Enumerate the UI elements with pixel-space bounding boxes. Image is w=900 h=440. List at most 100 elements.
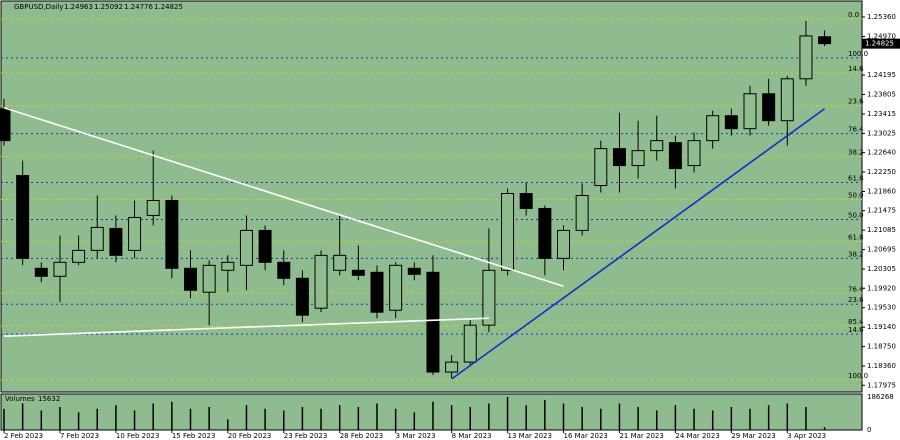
trend-line xyxy=(3,106,564,288)
candle-body xyxy=(72,249,86,263)
y-tick-label: 1.23025 xyxy=(867,129,896,137)
candle-body xyxy=(538,207,552,259)
candle-body xyxy=(706,115,720,142)
candle-body xyxy=(184,267,197,291)
y-tick-label: 1.20305 xyxy=(867,265,896,273)
candle-body xyxy=(202,264,216,293)
y-tick-label: 1.22250 xyxy=(867,168,896,176)
x-tick-label: 15 Feb 2023 xyxy=(172,432,216,440)
candle-body xyxy=(426,271,440,373)
candle-body xyxy=(314,254,328,309)
candle-body xyxy=(258,229,272,263)
candle-body xyxy=(818,36,832,45)
candle-body xyxy=(463,324,477,363)
candle-body xyxy=(575,195,589,231)
fib-label: 50.0 xyxy=(848,211,864,219)
x-tick-label: 2 Feb 2023 xyxy=(4,432,43,440)
fib-label: 100.0 xyxy=(848,50,868,58)
candle-body xyxy=(370,271,384,313)
candle-body xyxy=(668,142,682,170)
candle-body xyxy=(594,148,608,187)
candle-body xyxy=(34,267,48,277)
x-tick-label: 20 Feb 2023 xyxy=(228,432,272,440)
fib-label: 76.4 xyxy=(848,285,864,293)
trend-line xyxy=(3,317,489,337)
y-tick-label: 1.24195 xyxy=(867,71,896,79)
candle-body xyxy=(650,140,664,152)
candle-body xyxy=(165,199,179,269)
y-tick-label: 1.23805 xyxy=(867,91,896,99)
trend-line xyxy=(451,108,826,380)
candle-body xyxy=(519,193,533,209)
y-tick-label: 1.25360 xyxy=(867,13,896,21)
y-tick-label: 1.21085 xyxy=(867,226,896,234)
candle-body xyxy=(407,267,421,275)
labels-layer: 1.24963 1.25092 1.24776 1.248251.253601.249… xyxy=(3,3,900,440)
candle-body xyxy=(631,150,645,167)
fib-label: 38.2 xyxy=(848,250,864,258)
volume-last: 15632 xyxy=(38,395,60,403)
fib-label: 85.4 xyxy=(848,318,864,326)
x-tick-label: 3 Apr 2023 xyxy=(787,432,826,440)
y-tick-label: 1.19530 xyxy=(867,304,896,312)
candle-body xyxy=(277,261,291,279)
fib-label: 50.0 xyxy=(848,191,864,199)
fib-label: 14.6 xyxy=(848,326,864,334)
candle-body xyxy=(128,216,142,251)
fib-label: 23.6 xyxy=(848,98,864,106)
fib-label: 76.4 xyxy=(848,126,864,134)
title-value: 1.24963 xyxy=(64,3,93,11)
x-tick-label: 8 Mar 2023 xyxy=(452,432,492,440)
candle-body xyxy=(0,108,11,142)
y-tick-label: 1.18360 xyxy=(867,362,896,370)
candle-body xyxy=(239,229,253,266)
candle-body xyxy=(743,93,757,130)
y-tick-label: 1.21475 xyxy=(867,207,896,215)
y-tick-label: 1.23415 xyxy=(867,110,896,118)
candle-body xyxy=(221,261,235,271)
x-tick-label: 21 Mar 2023 xyxy=(619,432,663,440)
candle-body xyxy=(109,227,123,256)
y-tick-label: 1.20695 xyxy=(867,246,896,254)
candle-body xyxy=(389,264,403,311)
candle-body xyxy=(501,193,515,271)
candle-body xyxy=(780,78,794,122)
candle-body xyxy=(146,199,160,216)
candle-body xyxy=(762,93,776,122)
x-tick-label: 13 Mar 2023 xyxy=(508,432,552,440)
y-tick-label: 1.22640 xyxy=(867,149,896,157)
title-value: 1.24825 xyxy=(154,3,183,11)
y-tick-label: 1.18750 xyxy=(867,343,896,351)
candle-body xyxy=(445,361,459,373)
candle-body xyxy=(482,269,496,326)
x-tick-label: 7 Feb 2023 xyxy=(60,432,99,440)
y-tick-label: 1.19140 xyxy=(867,323,896,331)
x-tick-label: 16 Mar 2023 xyxy=(564,432,608,440)
marks-layer xyxy=(0,20,832,430)
volume-tick-label: 0 xyxy=(867,426,871,434)
candle-body xyxy=(16,175,30,259)
candle-body xyxy=(53,261,67,277)
fib-label: 38.2 xyxy=(848,149,864,157)
candle-body xyxy=(687,140,701,167)
title-value: 1.24776 xyxy=(124,3,153,11)
chart-title: GBPUSD,Daily xyxy=(14,3,63,11)
y-tick-label: 1.19920 xyxy=(867,284,896,292)
fib-label: 61.8 xyxy=(848,175,864,183)
candle-body xyxy=(557,229,570,259)
x-tick-label: 28 Feb 2023 xyxy=(340,432,384,440)
candle-body xyxy=(90,226,104,251)
volume-panel xyxy=(0,393,863,431)
candle-body xyxy=(351,269,365,276)
volume-tick-label: 186268 xyxy=(867,393,894,401)
x-tick-label: 3 Mar 2023 xyxy=(396,432,436,440)
price-tag-label: 1.24825 xyxy=(865,40,894,48)
fib-label: 100.0 xyxy=(848,372,868,380)
fib-label: 61.8 xyxy=(848,233,864,241)
x-tick-label: 24 Mar 2023 xyxy=(675,432,719,440)
volume-label: Volumes xyxy=(5,395,35,403)
x-tick-label: 29 Mar 2023 xyxy=(731,432,775,440)
x-tick-label: 23 Feb 2023 xyxy=(284,432,328,440)
